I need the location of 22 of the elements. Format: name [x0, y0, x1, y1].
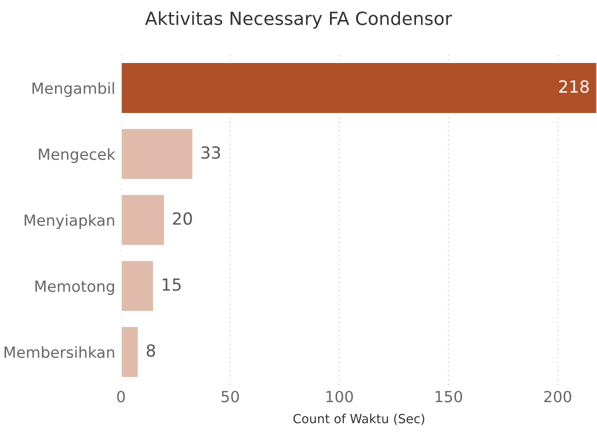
data-label: 15 — [162, 278, 181, 291]
data-label: 33 — [201, 146, 220, 159]
bar — [121, 62, 597, 114]
y-tick-label: Memotong — [35, 280, 114, 295]
chart-title: Aktivitas Necessary FA Condensor — [145, 11, 452, 29]
bar — [121, 326, 140, 378]
x-axis-title: Count of Waktu (Sec) — [293, 414, 424, 425]
data-label: 218 — [559, 80, 589, 93]
y-tick-label: Mengecek — [38, 148, 116, 163]
x-tick-label: 0 — [117, 390, 125, 402]
x-tick-label: 50 — [222, 390, 239, 402]
y-tick-label: Menyiapkan — [24, 214, 114, 229]
data-label: 8 — [146, 344, 156, 357]
bar — [121, 260, 154, 312]
x-tick-label: 100 — [326, 390, 353, 402]
bar — [121, 128, 194, 180]
x-tick-label: 150 — [436, 390, 462, 402]
bar — [121, 194, 166, 246]
y-tick-label: Membersihkan — [4, 346, 114, 358]
y-tick-label: Mengambil — [32, 82, 114, 97]
data-label: 20 — [173, 212, 192, 225]
x-tick-label: 200 — [544, 390, 572, 402]
